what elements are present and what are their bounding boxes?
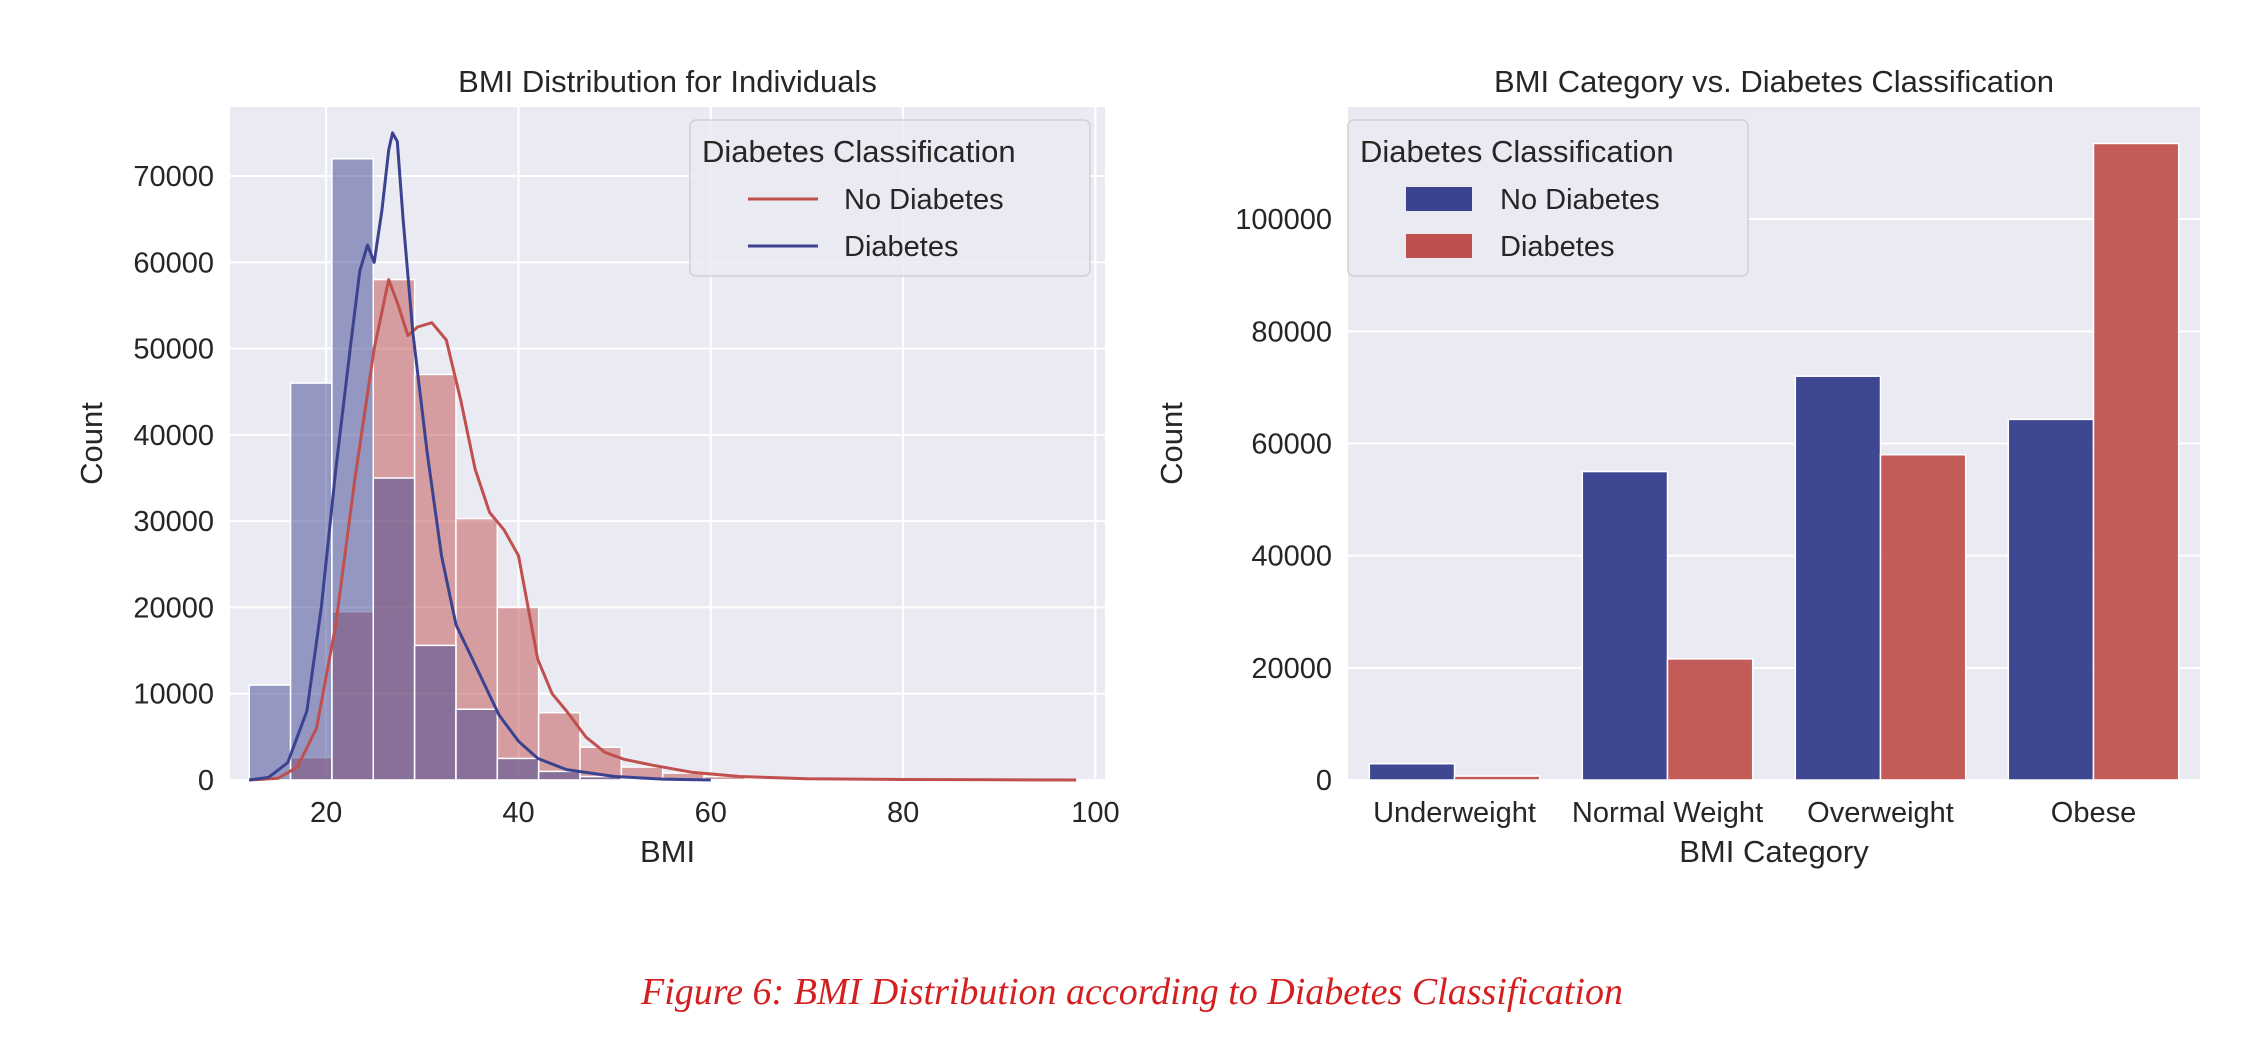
bar-chart-legend: Diabetes Classification No Diabetes Diab… bbox=[1347, 119, 1749, 277]
legend-label-no-diabetes: No Diabetes bbox=[1500, 184, 1660, 216]
bar-no-diabetes bbox=[2007, 418, 2095, 781]
histogram-bar-diabetes bbox=[496, 757, 540, 781]
bmi-histogram-chart: 20 40 60 80 100 0 10000 20000 30000 40000 50000 600… bbox=[74, 64, 1120, 869]
histogram-title: BMI Distribution for Individuals bbox=[458, 64, 877, 99]
figure: 20 40 60 80 100 0 10000 20000 30000 40000 50000 600… bbox=[74, 64, 2200, 869]
bar-no-diabetes bbox=[1581, 470, 1669, 781]
histogram-y-tick-label: 30000 bbox=[133, 506, 214, 538]
histogram-y-axis-label: Count bbox=[74, 402, 109, 485]
histogram-y-tick-label: 40000 bbox=[133, 420, 214, 452]
bar-diabetes bbox=[1879, 453, 1967, 781]
bar-chart-bars bbox=[1368, 142, 2180, 781]
histogram-x-tick-label: 40 bbox=[502, 797, 534, 829]
histogram-kde-lines bbox=[248, 131, 1077, 782]
kde-line-no-diabetes bbox=[249, 278, 1077, 782]
bar-chart-y-tick-label: 40000 bbox=[1251, 541, 1332, 573]
histogram-x-tick-label: 100 bbox=[1071, 797, 1119, 829]
histogram-legend: Diabetes Classification No Diabetes Diab… bbox=[689, 119, 1091, 277]
bar-chart-y-tick-label: 100000 bbox=[1235, 204, 1332, 236]
bar-no-diabetes bbox=[1368, 762, 1456, 781]
bmi-category-bar-chart: Underweight Normal Weight Overweight Obese 0… bbox=[1154, 64, 2200, 869]
histogram-y-tick-label: 70000 bbox=[133, 161, 214, 193]
histogram-bar-diabetes bbox=[372, 477, 416, 781]
bar-chart-x-tick-label: Normal Weight bbox=[1572, 797, 1763, 829]
histogram-bar-diabetes bbox=[413, 644, 457, 781]
histogram-bar-diabetes bbox=[455, 708, 499, 781]
histogram-x-axis-label: BMI bbox=[640, 834, 695, 869]
figure-caption: Figure 6: BMI Distribution according to … bbox=[641, 971, 1623, 1013]
bar-chart-x-tick-label: Underweight bbox=[1373, 797, 1536, 829]
bar-no-diabetes bbox=[1794, 375, 1882, 781]
legend-label-no-diabetes: No Diabetes bbox=[844, 184, 1004, 216]
histogram-y-tick-label: 20000 bbox=[133, 592, 214, 624]
histogram-y-tick-label: 10000 bbox=[133, 679, 214, 711]
legend-label-diabetes: Diabetes bbox=[844, 231, 958, 263]
bar-chart-x-tick-label: Overweight bbox=[1807, 797, 1954, 829]
kde-line-diabetes bbox=[248, 131, 711, 782]
legend-label-diabetes: Diabetes bbox=[1500, 231, 1614, 263]
histogram-legend-box bbox=[689, 119, 1091, 277]
histogram-legend-title: Diabetes Classification bbox=[702, 134, 1016, 169]
histogram-y-tick-label: 60000 bbox=[133, 247, 214, 279]
histogram-x-tick-label: 80 bbox=[887, 797, 919, 829]
histogram-y-tick-label: 50000 bbox=[133, 334, 214, 366]
bar-diabetes bbox=[1453, 775, 1541, 781]
legend-patch-no-diabetes bbox=[1406, 187, 1472, 211]
bar-chart-title: BMI Category vs. Diabetes Classification bbox=[1494, 64, 2054, 99]
histogram-bars bbox=[248, 158, 1036, 781]
legend-patch-diabetes bbox=[1406, 234, 1472, 258]
bar-chart-y-tick-label: 60000 bbox=[1251, 429, 1332, 461]
histogram-y-tick-label: 0 bbox=[198, 765, 214, 797]
histogram-x-tick-label: 20 bbox=[310, 797, 342, 829]
bar-chart-legend-title: Diabetes Classification bbox=[1360, 134, 1674, 169]
bar-chart-y-tick-label: 0 bbox=[1316, 765, 1332, 797]
histogram-x-tick-label: 60 bbox=[695, 797, 727, 829]
bar-chart-x-axis-label: BMI Category bbox=[1679, 834, 1869, 869]
bar-chart-x-tick-label: Obese bbox=[2051, 797, 2136, 829]
histogram-tick-labels: 20 40 60 80 100 0 10000 20000 30000 40000 50000 600… bbox=[133, 161, 1119, 829]
bar-chart-tick-labels: Underweight Normal Weight Overweight Obese 0… bbox=[1235, 204, 2136, 829]
bar-chart-y-tick-label: 20000 bbox=[1251, 653, 1332, 685]
bar-chart-y-axis-label: Count bbox=[1154, 402, 1189, 485]
bar-chart-y-tick-label: 80000 bbox=[1251, 316, 1332, 348]
histogram-bar-diabetes bbox=[537, 770, 581, 781]
histogram-bar-diabetes bbox=[289, 382, 333, 781]
histogram-bar-diabetes bbox=[331, 158, 375, 781]
bar-diabetes bbox=[2092, 142, 2180, 781]
bar-diabetes bbox=[1666, 658, 1754, 781]
